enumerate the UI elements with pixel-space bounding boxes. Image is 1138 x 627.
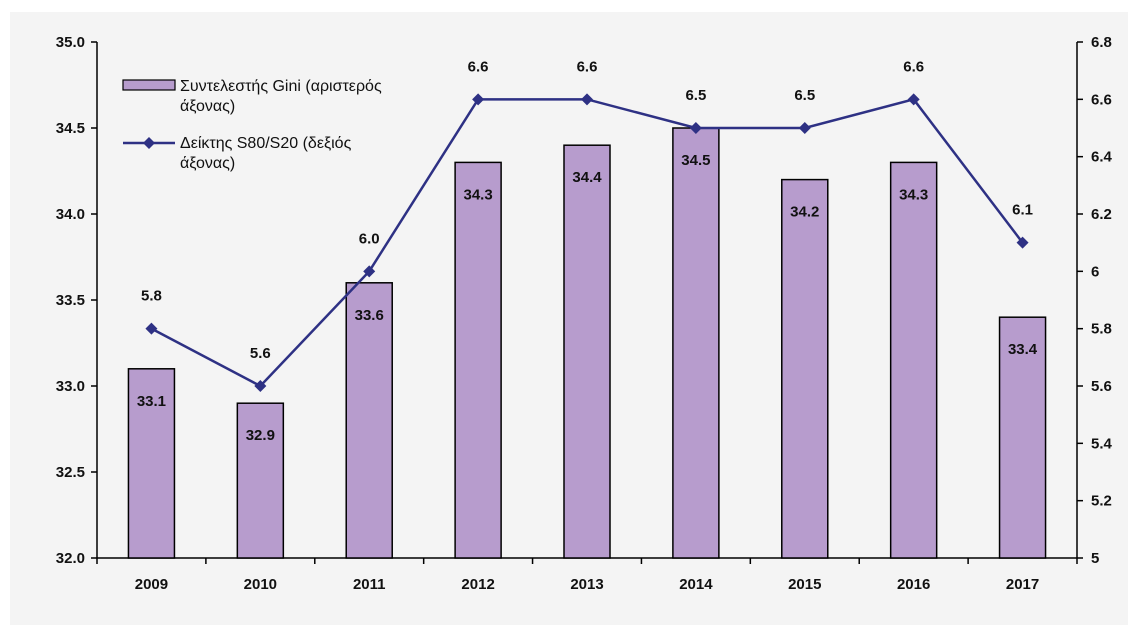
bar (563, 144, 611, 559)
x-tick-label: 2013 (570, 576, 603, 593)
bar-value-label: 33.1 (137, 393, 166, 410)
x-tick-label: 2017 (1006, 576, 1039, 593)
y-left-tick-label: 33.0 (56, 378, 85, 395)
bar-value-label: 34.3 (464, 186, 493, 203)
line-value-label: 5.8 (141, 288, 162, 305)
legend-label-line: άξονας) (180, 155, 235, 172)
y-left-tick-label: 33.5 (56, 292, 85, 309)
line-point (1016, 236, 1029, 249)
y-right-tick-label: 6.6 (1091, 91, 1112, 108)
line-value-label: 6.6 (577, 58, 598, 75)
line-labels: 5.8 5.6 6.0 6.6 6.6 6.5 6.5 6.6 6.1 (141, 58, 1033, 362)
y-left-tick-label: 32.0 (56, 550, 85, 567)
x-tick-label: 2009 (135, 576, 168, 593)
y-left-tick-label: 34.5 (56, 120, 85, 137)
bar-value-label: 34.4 (572, 169, 602, 186)
y-right-tick-label: 5.2 (1091, 493, 1112, 510)
y-right-tick-label: 6.2 (1091, 206, 1112, 223)
x-tick-label: 2011 (353, 576, 386, 593)
line-point (581, 93, 593, 106)
line-value-label: 5.6 (250, 345, 271, 362)
line-value-label: 6.0 (359, 230, 380, 247)
bar-value-label: 34.3 (899, 186, 928, 203)
line-point (145, 322, 158, 335)
line-value-label: 6.5 (685, 87, 706, 104)
line-point (689, 122, 702, 134)
line-value-label: 6.1 (1012, 202, 1033, 219)
legend: Συντελεστής Gini (αριστερός άξονας) Δείκτη… (122, 78, 382, 172)
line-point (907, 93, 920, 106)
legend-label-bars: Συντελεστής Gini (αριστερός (180, 78, 382, 95)
x-tick-label: 2015 (788, 576, 821, 593)
bar-labels: 33.1 32.9 33.6 34.3 34.4 34.5 34.2 34.3 33.4 (137, 152, 1038, 444)
x-tick-label: 2014 (679, 576, 713, 593)
line-point (254, 380, 267, 392)
legend-label-bars: άξονας) (180, 98, 235, 115)
bar (889, 161, 938, 559)
y-right-tick-label: 6 (1091, 263, 1099, 280)
legend-swatch-bars (122, 79, 176, 91)
bar (345, 282, 393, 559)
bar-value-label: 32.9 (246, 427, 275, 444)
bar (998, 316, 1047, 559)
y-right-tick-label: 5.4 (1091, 435, 1113, 452)
bar-value-label: 33.6 (355, 307, 384, 324)
title-strip (10, 0, 1128, 12)
bar-value-label: 34.5 (681, 152, 710, 169)
line-point (798, 122, 811, 134)
line-point (472, 93, 485, 106)
y-right-tick-label: 5.6 (1091, 378, 1112, 395)
y-right-tick-label: 6.4 (1091, 149, 1113, 166)
legend-label-line: Δείκτης S80/S20 (δεξιός (180, 135, 352, 152)
bar-value-label: 34.2 (790, 204, 819, 221)
x-tick-label: 2016 (897, 576, 930, 593)
bar (236, 402, 285, 559)
line-point (363, 265, 376, 278)
line-series (145, 93, 1029, 392)
y-left-tick-label: 34.0 (56, 206, 85, 223)
bar (781, 178, 829, 559)
bar (672, 127, 720, 559)
legend-marker (143, 137, 155, 149)
line-value-label: 6.5 (794, 87, 815, 104)
bars (127, 127, 1047, 559)
x-tick-label: 2010 (244, 576, 277, 593)
bar-value-label: 33.4 (1008, 341, 1038, 358)
line-value-label: 6.6 (903, 58, 924, 75)
y-left-tick-label: 32.5 (56, 464, 85, 481)
y-right-tick-label: 6.8 (1091, 34, 1112, 51)
axes: 32.032.533.033.534.034.535.055.25.45.65.… (56, 34, 1113, 593)
x-tick-label: 2012 (461, 576, 494, 593)
bar (454, 161, 502, 559)
y-right-tick-label: 5.8 (1091, 321, 1112, 338)
bar (127, 368, 176, 559)
y-left-tick-label: 35.0 (56, 34, 85, 51)
y-right-tick-label: 5 (1091, 550, 1099, 567)
line-value-label: 6.6 (468, 58, 489, 75)
